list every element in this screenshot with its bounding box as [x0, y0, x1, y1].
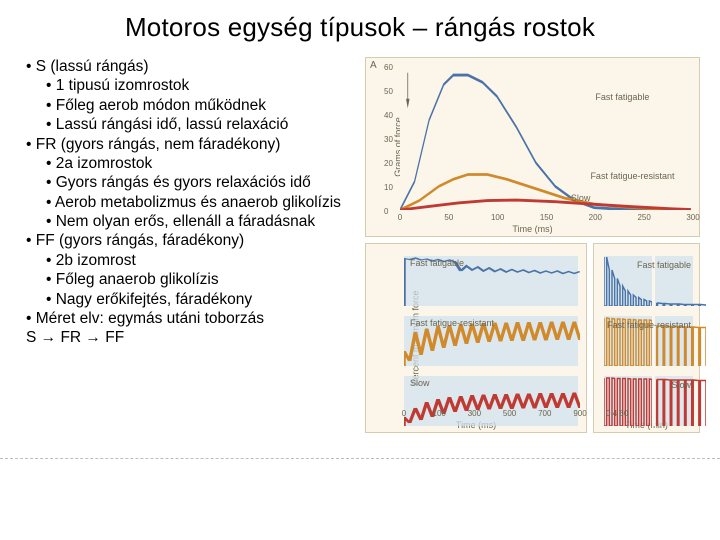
figure-area: A Grams of force Time (ms) 0501001502002…	[365, 57, 700, 433]
li-fr3: Aerob metabolizmus és anaerob glikolízis	[30, 193, 357, 212]
li-s2: Főleg aerob módon működnek	[30, 96, 357, 115]
li-s1: 1 tipusú izomrostok	[30, 76, 357, 95]
li-fr4: Nem olyan erős, ellenáll a fáradásnak	[30, 212, 357, 231]
li-s3: Lassú rángási idő, lassú relaxáció	[30, 115, 357, 134]
recruit-chain: S → FR → FF	[20, 328, 357, 347]
xlabel-a: Time (ms)	[512, 224, 552, 234]
li-fr2: Gyors rángás és gyors relaxációs idő	[30, 173, 357, 192]
page-title: Motoros egység típusok – rángás rostok	[20, 12, 700, 43]
li-size: Méret elv: egymás utáni toborzás	[30, 309, 357, 328]
footer-dashline	[0, 458, 720, 459]
li-ff3: Nagy erőkifejtés, fáradékony	[30, 290, 357, 309]
li-fr1: 2a izomrostok	[30, 154, 357, 173]
li-ff1: 2b izomrost	[30, 251, 357, 270]
tetanus-chart: Percent maximum force Time (ms) Fast fat…	[365, 243, 587, 433]
xticks-b2: 0 4 60	[606, 409, 693, 418]
plot-a-svg	[400, 68, 691, 210]
panel-letter-a: A	[370, 60, 377, 71]
li-s: S (lassú rángás)	[30, 57, 357, 76]
plot-a	[400, 68, 691, 210]
li-ff: FF (gyors rángás, fáradékony)	[30, 231, 357, 250]
twitch-chart: A Grams of force Time (ms) 0501001502002…	[365, 57, 700, 237]
li-ff2: Főleg anaerob glikolízis	[30, 270, 357, 289]
li-fr: FR (gyors rángás, nem fáradékony)	[30, 135, 357, 154]
fatigue-chart: Time (min) Fast fatigableFast fatigue-re…	[593, 243, 700, 433]
bullet-text: S (lassú rángás) 1 tipusú izomrostok Fől…	[20, 57, 357, 433]
